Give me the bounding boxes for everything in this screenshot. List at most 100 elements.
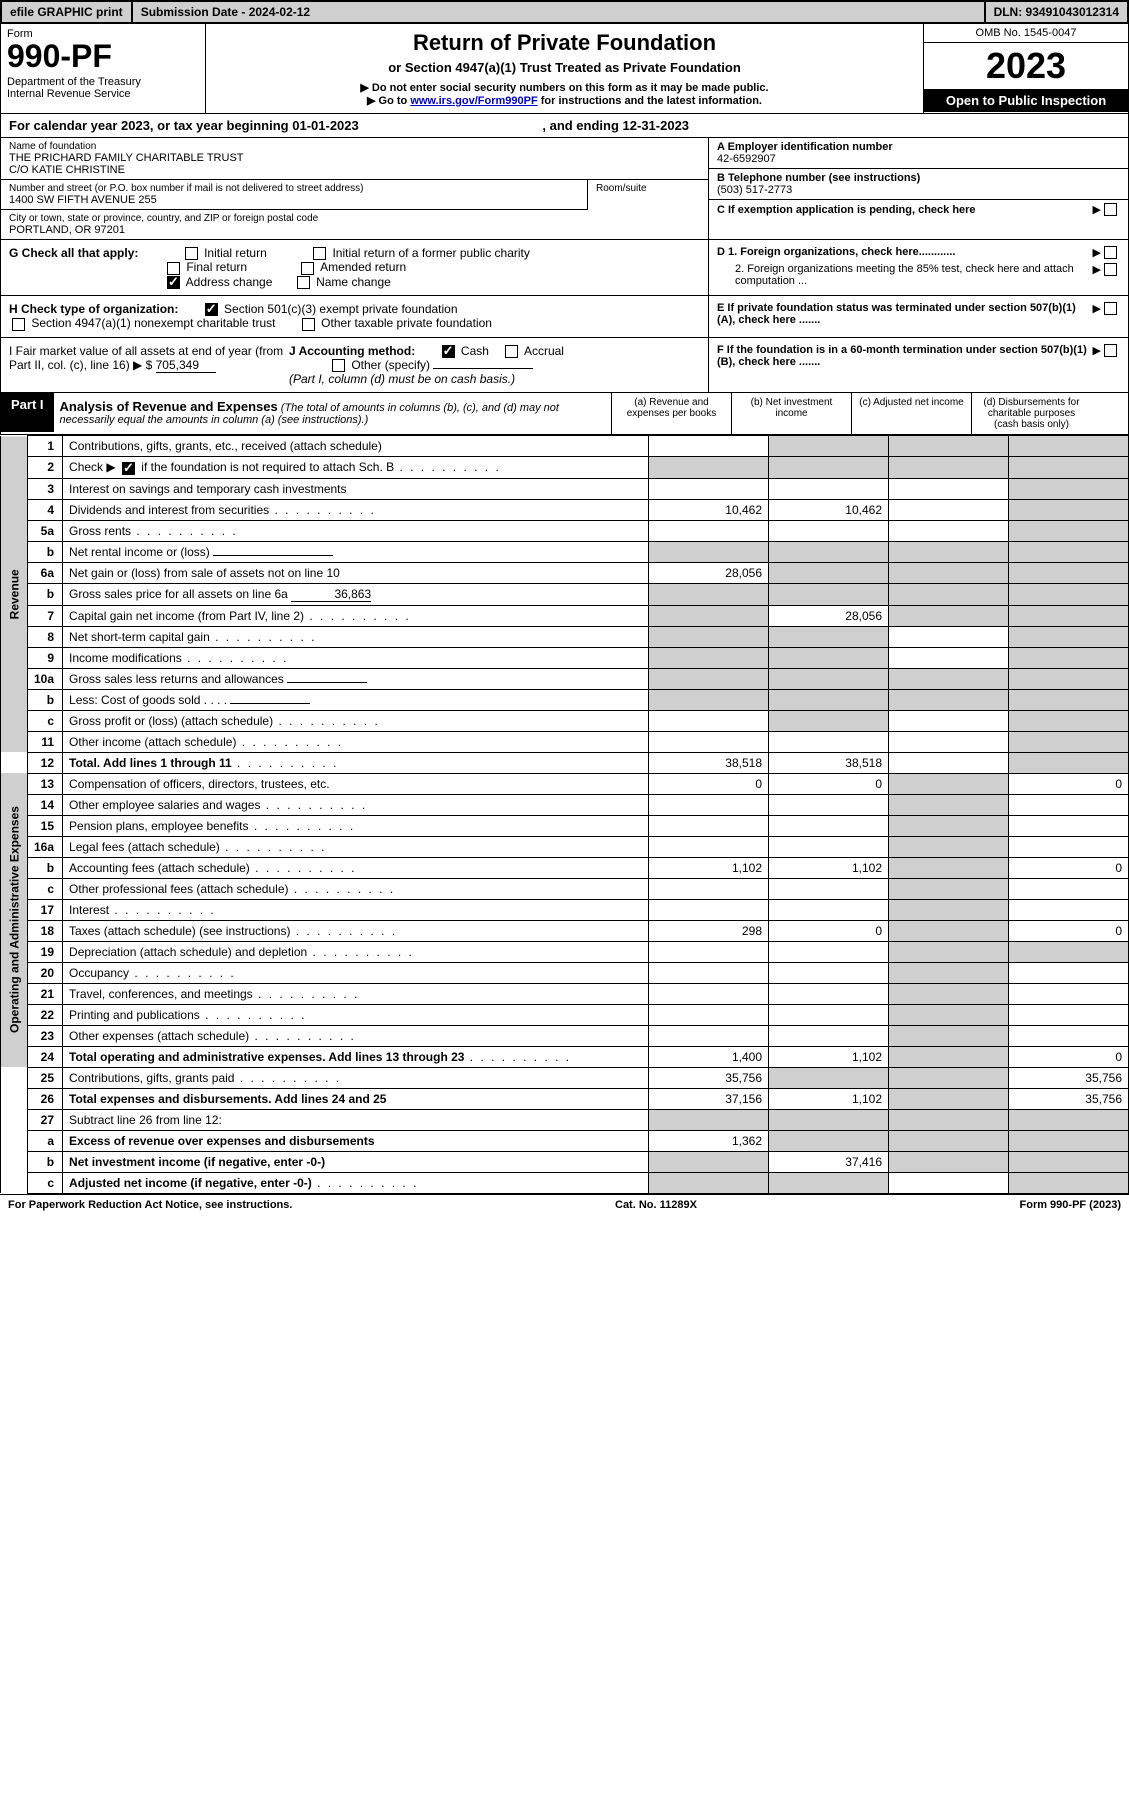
header-row: Form 990-PF Department of the Treasury I… [0, 24, 1129, 114]
form-subtitle: or Section 4947(a)(1) Trust Treated as P… [212, 60, 917, 75]
street-address: 1400 SW FIFTH AVENUE 255 [9, 194, 579, 206]
4947-checkbox[interactable] [12, 318, 25, 331]
address-cell: Number and street (or P.O. box number if… [1, 180, 588, 210]
part1-label: Part I [1, 393, 54, 432]
table-row: 16aLegal fees (attach schedule) [1, 836, 1129, 857]
table-row: 22Printing and publications [1, 1004, 1129, 1025]
year-end: 12-31-2023 [623, 118, 690, 133]
calendar-year-row: For calendar year 2023, or tax year begi… [0, 114, 1129, 138]
checks-row-g: G Check all that apply: Initial return I… [0, 240, 1129, 296]
table-row: aExcess of revenue over expenses and dis… [1, 1130, 1129, 1151]
submission-date: Submission Date - 2024-02-12 [133, 2, 986, 22]
revenue-side-label: Revenue [1, 436, 28, 752]
table-row: 9Income modifications [1, 647, 1129, 668]
e-check: E If private foundation status was termi… [708, 296, 1128, 337]
year-begin: 01-01-2023 [292, 118, 359, 133]
table-row: 12Total. Add lines 1 through 1138,51838,… [1, 752, 1129, 773]
entity-section: Name of foundation THE PRICHARD FAMILY C… [0, 138, 1129, 240]
form-number: 990-PF [7, 40, 199, 72]
fmv-value: 705,349 [156, 358, 216, 373]
expenses-side-label: Operating and Administrative Expenses [1, 773, 28, 1067]
table-row: 19Depreciation (attach schedule) and dep… [1, 941, 1129, 962]
header-right: OMB No. 1545-0047 2023 Open to Public In… [923, 24, 1128, 113]
efile-label: efile GRAPHIC print [2, 2, 133, 22]
foundation-name: THE PRICHARD FAMILY CHARITABLE TRUST C/O… [9, 152, 700, 176]
501c3-checkbox[interactable] [205, 303, 218, 316]
irs-link[interactable]: www.irs.gov/Form990PF [410, 95, 537, 107]
table-row: 20Occupancy [1, 962, 1129, 983]
checks-row-ij: I Fair market value of all assets at end… [0, 338, 1129, 394]
table-row: 4Dividends and interest from securities1… [1, 499, 1129, 520]
footer-left: For Paperwork Reduction Act Notice, see … [8, 1199, 292, 1211]
other-method-checkbox[interactable] [332, 359, 345, 372]
ein-value: 42-6592907 [717, 153, 1120, 165]
part1-table: Revenue 1Contributions, gifts, grants, e… [0, 435, 1129, 1193]
table-row: 23Other expenses (attach schedule) [1, 1025, 1129, 1046]
part1-header-row: Part I Analysis of Revenue and Expenses … [0, 393, 1129, 435]
table-row: 27Subtract line 26 from line 12: [1, 1109, 1129, 1130]
table-row: bAccounting fees (attach schedule)1,1021… [1, 857, 1129, 878]
foreign-85-checkbox[interactable] [1104, 263, 1117, 276]
table-row: bNet investment income (if negative, ent… [1, 1151, 1129, 1172]
col-a-header: (a) Revenue and expenses per books [611, 393, 731, 434]
name-change-checkbox[interactable] [297, 276, 310, 289]
exemption-cell: C If exemption application is pending, c… [709, 200, 1128, 219]
table-row: 21Travel, conferences, and meetings [1, 983, 1129, 1004]
table-row: 18Taxes (attach schedule) (see instructi… [1, 920, 1129, 941]
table-row: 8Net short-term capital gain [1, 626, 1129, 647]
amended-checkbox[interactable] [301, 262, 314, 275]
part1-title: Analysis of Revenue and Expenses [60, 399, 278, 414]
h-checks: H Check type of organization: Section 50… [1, 296, 708, 337]
phone-cell: B Telephone number (see instructions) (5… [709, 169, 1128, 200]
form-container: efile GRAPHIC print Submission Date - 20… [0, 0, 1129, 1215]
foreign-org-checkbox[interactable] [1104, 246, 1117, 259]
ein-cell: A Employer identification number 42-6592… [709, 138, 1128, 169]
header-left: Form 990-PF Department of the Treasury I… [1, 24, 206, 113]
entity-left: Name of foundation THE PRICHARD FAMILY C… [1, 138, 708, 239]
table-row: 25Contributions, gifts, grants paid35,75… [1, 1067, 1129, 1088]
exemption-checkbox[interactable] [1104, 203, 1117, 216]
address-change-checkbox[interactable] [167, 276, 180, 289]
note-link: ▶ Go to www.irs.gov/Form990PF for instru… [212, 94, 917, 107]
footer: For Paperwork Reduction Act Notice, see … [0, 1194, 1129, 1215]
table-row: cAdjusted net income (if negative, enter… [1, 1172, 1129, 1193]
room-cell: Room/suite [588, 180, 708, 210]
omb-number: OMB No. 1545-0047 [924, 24, 1128, 43]
table-row: 26Total expenses and disbursements. Add … [1, 1088, 1129, 1109]
60month-checkbox[interactable] [1104, 344, 1117, 357]
d-checks: D 1. Foreign organizations, check here..… [708, 240, 1128, 295]
table-row: Operating and Administrative Expenses 13… [1, 773, 1129, 794]
note-ssn: ▶ Do not enter social security numbers o… [212, 81, 917, 94]
form-title: Return of Private Foundation [212, 30, 917, 56]
table-row: Revenue 1Contributions, gifts, grants, e… [1, 436, 1129, 457]
table-row: bNet rental income or (loss) [1, 541, 1129, 562]
arrow-icon: ▶ [1093, 203, 1101, 216]
cash-checkbox[interactable] [442, 345, 455, 358]
top-bar: efile GRAPHIC print Submission Date - 20… [0, 0, 1129, 24]
city-cell: City or town, state or province, country… [1, 210, 708, 239]
col-d-header: (d) Disbursements for charitable purpose… [971, 393, 1091, 434]
schb-checkbox[interactable] [122, 462, 135, 475]
city-state-zip: PORTLAND, OR 97201 [9, 224, 700, 236]
header-center: Return of Private Foundation or Section … [206, 24, 923, 113]
initial-former-checkbox[interactable] [313, 247, 326, 260]
table-row: 11Other income (attach schedule) [1, 731, 1129, 752]
table-row: 7Capital gain net income (from Part IV, … [1, 605, 1129, 626]
footer-mid: Cat. No. 11289X [615, 1199, 697, 1211]
table-row: 5aGross rents [1, 520, 1129, 541]
table-row: cGross profit or (loss) (attach schedule… [1, 710, 1129, 731]
table-row: 2Check ▶ if the foundation is not requir… [1, 457, 1129, 478]
g-checks: G Check all that apply: Initial return I… [1, 240, 708, 295]
tax-year: 2023 [924, 43, 1128, 89]
table-row: bGross sales price for all assets on lin… [1, 583, 1129, 605]
ij-checks: I Fair market value of all assets at end… [1, 338, 708, 393]
col-c-header: (c) Adjusted net income [851, 393, 971, 434]
other-taxable-checkbox[interactable] [302, 318, 315, 331]
table-row: cOther professional fees (attach schedul… [1, 878, 1129, 899]
final-return-checkbox[interactable] [167, 262, 180, 275]
accrual-checkbox[interactable] [505, 345, 518, 358]
col-b-header: (b) Net investment income [731, 393, 851, 434]
initial-return-checkbox[interactable] [185, 247, 198, 260]
entity-right: A Employer identification number 42-6592… [708, 138, 1128, 239]
terminated-checkbox[interactable] [1104, 302, 1117, 315]
